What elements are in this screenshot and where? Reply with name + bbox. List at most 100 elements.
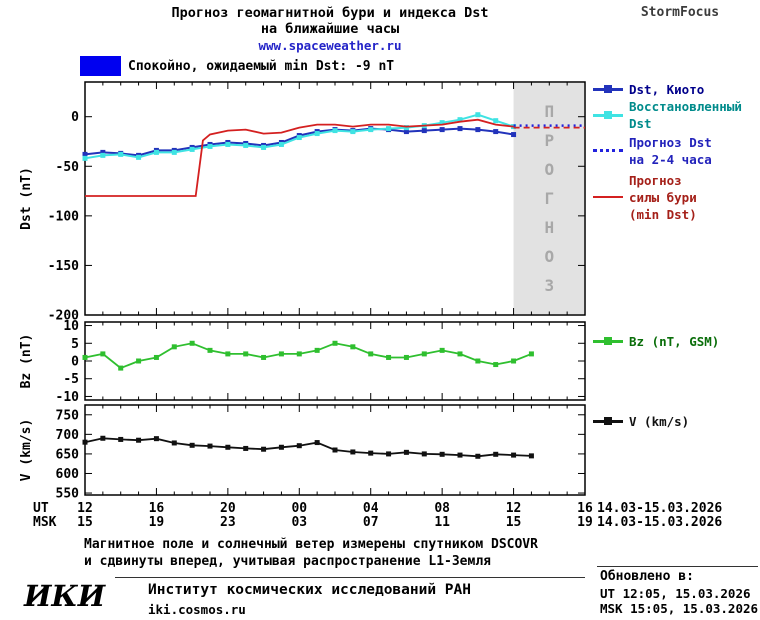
y-axis-title-v: V (km/s) — [19, 419, 34, 482]
marker-bz — [421, 351, 427, 357]
marker-restored — [350, 129, 356, 135]
marker-kyoto — [82, 151, 88, 157]
dst-kyoto-marker — [593, 82, 623, 96]
marker-kyoto — [457, 126, 463, 132]
ut-date-range: 14.03-15.03.2026 — [597, 501, 723, 516]
marker-bz — [225, 351, 231, 357]
marker-restored — [296, 135, 302, 141]
marker-bz — [243, 351, 249, 357]
y-tick-label: 10 — [63, 319, 79, 334]
marker-bz — [403, 354, 409, 360]
marker-bz — [136, 358, 142, 364]
x-axis-ut-row: UT 14.03-15.03.2026 12 16 20 00 04 08 12 16 — [0, 501, 760, 516]
legend-forecast-dst-line2: на 2-4 часа — [629, 152, 712, 167]
iki-site-link[interactable]: iki.cosmos.ru — [148, 602, 246, 617]
marker-restored — [171, 149, 177, 155]
brand-label: StormFocus — [640, 5, 720, 20]
forecast-region-letter: О — [544, 247, 554, 266]
marker-kyoto — [100, 149, 106, 155]
legend-forecast-dst: Прогноз Dst на 2-4 часа — [593, 134, 712, 168]
legend-forecast-dst-line1: Прогноз Dst — [629, 135, 712, 150]
footer-divider-left — [115, 577, 585, 578]
y-tick-label: -5 — [63, 372, 79, 387]
marker-v — [225, 444, 231, 450]
y-axis-title-dst: Dst (nT) — [19, 167, 34, 230]
marker-v — [475, 453, 481, 459]
marker-v — [403, 449, 409, 455]
series-v — [84, 437, 532, 458]
marker-restored — [457, 117, 463, 123]
y-tick-label: 650 — [56, 447, 80, 462]
panel-v: 750 700 650 600 550 V (km/s) — [19, 404, 586, 500]
panel-bz: 10 5 0 -5 -10 Bz (nT) — [19, 319, 586, 405]
dst-restored-marker — [593, 108, 623, 122]
legend-bz-label: Bz (nT, GSM) — [629, 333, 720, 349]
forecast-region-letter: Н — [544, 218, 554, 237]
marker-bz — [475, 358, 481, 364]
marker-v — [386, 451, 392, 457]
marker-restored — [314, 131, 320, 137]
marker-restored — [475, 112, 481, 118]
marker-restored — [153, 149, 159, 155]
status-text: Спокойно, ожидаемый min Dst: -9 nT — [128, 59, 395, 74]
marker-kyoto — [439, 127, 445, 133]
marker-v — [82, 439, 88, 445]
x-tick-msk: 19 — [577, 515, 593, 530]
storm-forecast-marker — [593, 190, 623, 204]
legend-storm-forecast: Прогноз силы бури (min Dst) — [593, 172, 697, 222]
y-tick-label: 0 — [71, 355, 79, 370]
marker-bz — [350, 344, 356, 350]
marker-restored — [189, 146, 195, 152]
x-tick-msk: 11 — [434, 515, 450, 530]
marker-bz — [82, 354, 88, 360]
marker-kyoto — [493, 129, 499, 135]
iki-logo: ИКИ — [24, 579, 106, 613]
marker-restored — [261, 144, 267, 150]
marker-restored — [243, 142, 249, 148]
marker-restored — [278, 141, 284, 147]
series-kyoto — [84, 127, 514, 157]
legend-bz: Bz (nT, GSM) — [593, 332, 719, 350]
marker-bz — [261, 354, 267, 360]
marker-restored — [225, 141, 231, 147]
updated-label: Обновлено в: — [600, 569, 694, 584]
marker-v — [368, 450, 374, 456]
forecast-region-letter: П — [544, 102, 554, 121]
y-tick-label: -150 — [48, 259, 79, 274]
x-tick-ut: 16 — [577, 501, 593, 516]
marker-v — [189, 442, 195, 448]
updated-msk: MSK 15:05, 15.03.2026 — [600, 601, 759, 616]
x-tick-ut: 16 — [148, 501, 165, 516]
ut-axis-label: UT — [33, 501, 49, 516]
marker-kyoto — [475, 127, 481, 133]
spaceweather-link[interactable]: www.spaceweather.ru — [258, 38, 402, 53]
y-tick-label: 0 — [71, 110, 79, 125]
marker-v — [439, 451, 445, 457]
legend-dst-kyoto-label: Dst, Киото — [629, 81, 705, 97]
v-marker — [593, 414, 623, 428]
y-tick-label: -200 — [48, 309, 79, 324]
marker-restored — [439, 120, 445, 126]
marker-kyoto — [421, 128, 427, 134]
marker-bz — [278, 351, 284, 357]
x-tick-ut: 04 — [362, 501, 379, 516]
marker-restored — [332, 128, 338, 134]
legend-storm-line3: (min Dst) — [629, 206, 697, 222]
y-tick-label: 550 — [56, 487, 80, 500]
marker-v — [511, 452, 517, 458]
x-tick-msk: 19 — [148, 515, 165, 530]
marker-restored — [136, 154, 142, 160]
bz-marker — [593, 334, 623, 348]
marker-bz — [153, 354, 159, 360]
legend-dst-restored-line2: Dst — [629, 116, 652, 131]
msk-date-range: 14.03-15.03.2026 — [597, 515, 723, 530]
page-subtitle: на ближайшие часы — [260, 21, 400, 37]
marker-bz — [296, 351, 302, 357]
marker-v — [421, 451, 427, 457]
legend-storm-line1: Прогноз — [629, 172, 682, 188]
forecast-dst-marker — [593, 144, 623, 158]
marker-v — [350, 449, 356, 455]
msk-axis-label: MSK — [33, 515, 57, 530]
